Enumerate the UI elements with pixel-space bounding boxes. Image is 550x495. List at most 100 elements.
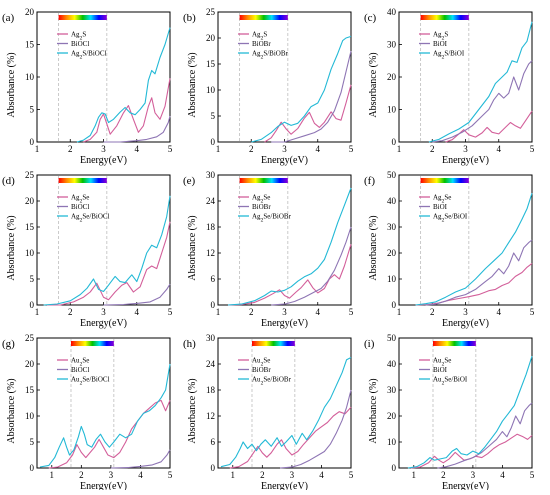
x-tick-label: 5	[168, 144, 173, 154]
x-tick-label: 2	[249, 144, 254, 154]
y-tick-label: 20	[25, 196, 35, 206]
spectrum-bar	[239, 15, 288, 20]
series-line	[271, 226, 352, 306]
y-tick-label: 20	[206, 33, 216, 43]
x-axis-label: Energy(eV)	[261, 318, 308, 329]
series-line	[280, 389, 352, 469]
x-tick-label: 5	[530, 470, 535, 480]
y-tick-label: 10	[387, 274, 397, 284]
y-tick-label: 25	[25, 333, 35, 343]
x-axis-label: Energy(eV)	[80, 155, 127, 166]
x-tick-label: 1	[231, 470, 236, 480]
x-tick-label: 1	[35, 144, 40, 154]
x-tick-label: 4	[135, 307, 140, 317]
x-tick-label: 2	[441, 470, 446, 480]
x-tick-label: 3	[282, 144, 287, 154]
legend-label: Ag2S	[252, 31, 267, 42]
x-axis-label: Energy(eV)	[442, 318, 489, 329]
y-axis-label: Absorbance (%)	[6, 378, 17, 443]
x-tick-label: 1	[216, 144, 221, 154]
x-axis-label: Energy(eV)	[80, 318, 127, 329]
legend-label: Au2Se/BiOBr	[252, 376, 292, 387]
y-tick-label: 10	[387, 437, 397, 447]
legend-label: Au2Se/BiOI	[433, 376, 468, 387]
x-tick-label: 1	[216, 307, 221, 317]
x-tick-label: 1	[397, 144, 402, 154]
spectrum-bar	[420, 178, 469, 183]
y-tick-label: 15	[25, 385, 35, 395]
x-tick-label: 4	[316, 307, 321, 317]
x-tick-label: 2	[430, 144, 435, 154]
legend-label: Au2Se	[71, 357, 89, 368]
series-line	[39, 363, 171, 468]
y-axis-label: Absorbance (%)	[187, 215, 198, 280]
spectrum-bar	[239, 178, 288, 183]
x-tick-label: 5	[349, 307, 354, 317]
y-tick-label: 5	[30, 437, 35, 447]
chart-panel: 1 2 3 4 5 0 5 10 15 20 25 Energy(eV) Absorbance (%) (…	[2, 333, 173, 492]
panel-label: (b)	[183, 12, 196, 24]
series-line	[47, 221, 171, 306]
y-axis-label: Absorbance (%)	[368, 52, 379, 117]
legend-label: Ag2S/BiOBr	[252, 50, 288, 61]
x-tick-label: 1	[35, 307, 40, 317]
y-tick-label: 10	[25, 411, 35, 421]
y-tick-label: 0	[211, 463, 216, 473]
legend-label: BiOBr	[252, 366, 271, 374]
series-line	[251, 35, 352, 143]
legend-label: BiOI	[433, 366, 448, 374]
y-tick-label: 18	[206, 222, 216, 232]
y-tick-label: 10	[206, 85, 216, 95]
panel-label: (e)	[183, 175, 196, 187]
x-tick-label: 3	[109, 470, 114, 480]
y-tick-label: 0	[30, 463, 35, 473]
legend-label: Ag2Se/BiOBr	[252, 213, 292, 224]
y-tick-label: 20	[387, 411, 397, 421]
y-tick-label: 0	[30, 137, 35, 147]
series-line	[83, 78, 171, 143]
y-tick-label: 30	[387, 385, 397, 395]
x-tick-label: 3	[282, 307, 287, 317]
spectrum-bar	[70, 341, 114, 346]
x-tick-label: 2	[249, 307, 254, 317]
x-tick-label: 3	[290, 470, 295, 480]
legend-label: BiOBr	[252, 203, 271, 211]
y-tick-label: 5	[211, 111, 216, 121]
y-axis-label: Absorbance (%)	[6, 215, 17, 280]
chart-panel: 1 2 3 4 5 0 5 10 15 20 Energy(eV) Absorbance (%) (a)…	[2, 7, 173, 166]
y-tick-label: 5	[30, 105, 35, 115]
legend-label: BiOBr	[252, 40, 271, 48]
y-tick-label: 6	[211, 274, 216, 284]
y-tick-label: 0	[392, 463, 397, 473]
panel-label: (c)	[364, 12, 377, 24]
plot-frame	[398, 11, 533, 143]
series-line	[43, 195, 171, 306]
legend-label: Ag2Se	[252, 194, 270, 205]
x-tick-label: 3	[471, 470, 476, 480]
y-tick-label: 40	[387, 196, 397, 206]
x-tick-label: 1	[412, 470, 417, 480]
y-tick-label: 0	[392, 300, 397, 310]
spectrum-bar	[420, 15, 469, 20]
series-line	[103, 283, 171, 306]
y-tick-label: 12	[206, 248, 215, 258]
legend-label: Ag2S/BiOI	[433, 50, 465, 61]
series-line	[437, 402, 533, 469]
x-axis-label: Energy(eV)	[261, 155, 308, 166]
plot-frame	[217, 337, 352, 469]
x-tick-label: 5	[349, 144, 354, 154]
y-tick-label: 30	[206, 333, 216, 343]
y-tick-label: 10	[25, 72, 35, 82]
x-tick-label: 3	[101, 144, 106, 154]
panel-label: (h)	[183, 338, 196, 350]
series-line	[428, 21, 533, 143]
x-tick-label: 3	[463, 144, 468, 154]
series-line	[410, 433, 533, 469]
legend-label: Au2Se	[252, 357, 270, 368]
y-tick-label: 20	[25, 359, 35, 369]
x-axis-label: Energy(eV)	[442, 481, 489, 490]
legend-label: Ag2S	[71, 31, 86, 42]
